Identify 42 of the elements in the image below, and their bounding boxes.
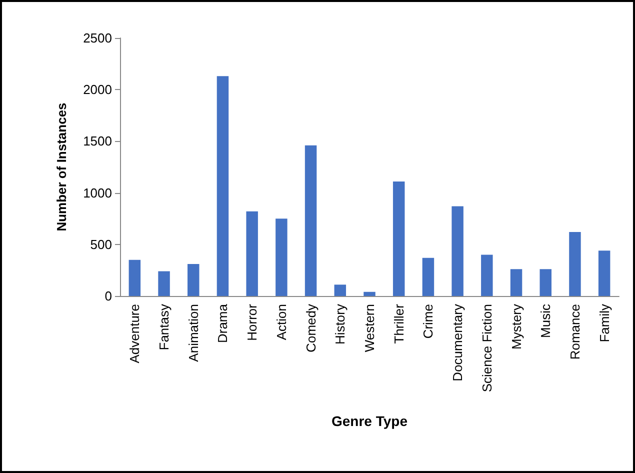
x-tick-label: Western	[362, 304, 377, 352]
bar	[392, 181, 405, 296]
bar	[598, 250, 610, 296]
bar	[334, 284, 346, 296]
bar	[246, 211, 258, 296]
bar	[276, 218, 288, 296]
bar	[364, 292, 376, 296]
y-tick-label: 1000	[83, 185, 112, 200]
y-axis-title: Number of Instances	[54, 102, 69, 232]
x-tick-label: Adventure	[127, 304, 142, 364]
y-tick-label: 500	[90, 236, 112, 252]
bar	[452, 206, 464, 296]
x-axis-title: Genre Type	[332, 413, 408, 429]
x-tick-label: Action	[274, 304, 289, 340]
y-tick-label: 0	[104, 288, 112, 304]
x-tick-label: Crime	[420, 304, 436, 339]
x-tick-label: Comedy	[303, 304, 318, 352]
x-tick-label: Family	[596, 304, 612, 342]
x-tick-label: Fantasy	[156, 304, 172, 350]
bar	[540, 269, 552, 296]
bar	[188, 264, 200, 296]
x-tick-label: Horror	[244, 303, 260, 341]
x-tick-label: Animation	[186, 304, 201, 362]
y-tick-label: 1500	[83, 134, 112, 149]
bar	[422, 258, 434, 296]
x-tick-label: History	[332, 304, 348, 344]
x-tick-label: Mystery	[508, 304, 524, 350]
x-tick-label: Music	[538, 304, 554, 338]
bar	[510, 269, 522, 296]
bar	[569, 232, 581, 296]
x-tick-label: Science Fiction	[479, 304, 494, 392]
bar	[481, 254, 493, 296]
x-tick-label: Documentary	[450, 304, 466, 382]
y-tick-label: 2000	[83, 82, 112, 98]
x-tick-label: Thriller	[391, 303, 406, 344]
x-tick-label: Romance	[567, 304, 582, 360]
y-tick-label: 2500	[83, 30, 112, 46]
bar	[216, 76, 229, 296]
bar	[304, 145, 317, 296]
bar	[128, 260, 141, 296]
x-tick-label: Drama	[215, 303, 230, 344]
bar	[158, 271, 170, 296]
